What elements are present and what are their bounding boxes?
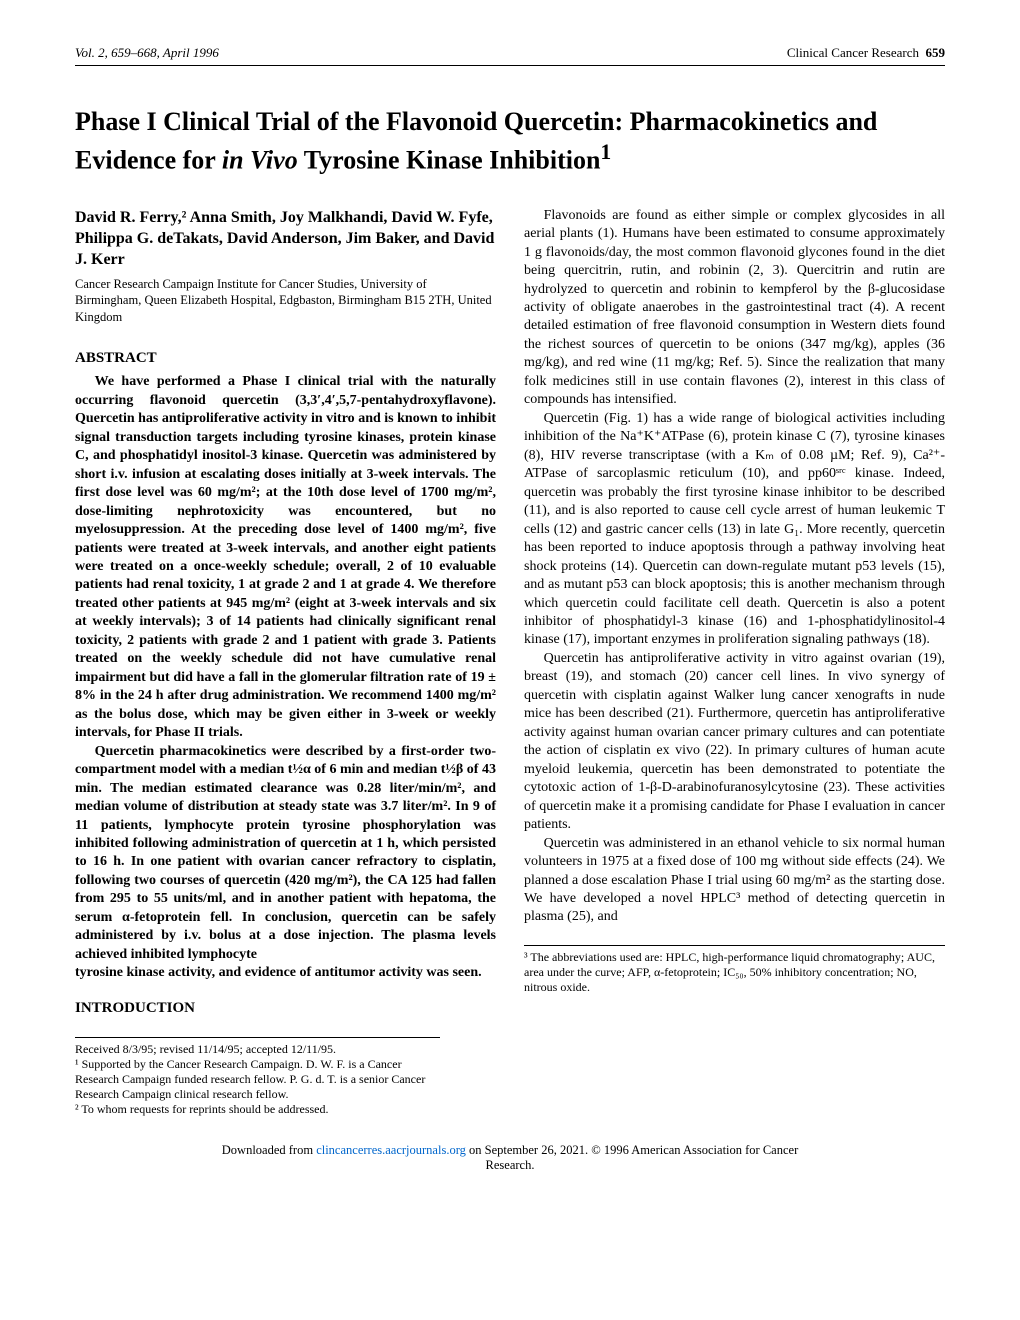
footnote-1: ¹ Supported by the Cancer Research Campa… [75, 1057, 440, 1102]
footnote-left: Received 8/3/95; revised 11/14/95; accep… [75, 1037, 440, 1117]
intro-p4: Quercetin was administered in an ethanol… [524, 835, 945, 927]
abstract-body: We have performed a Phase I clinical tri… [75, 373, 496, 964]
article-title: Phase I Clinical Trial of the Flavonoid … [75, 106, 945, 177]
footnote-right: ³ The abbreviations used are: HPLC, high… [524, 945, 945, 995]
download-link[interactable]: clincancerres.aacrjournals.org [316, 1143, 466, 1157]
introduction-body: Flavonoids are found as either simple or… [524, 207, 945, 927]
affiliation: Cancer Research Campaign Institute for C… [75, 276, 496, 326]
abstract-p2: Quercetin pharmacokinetics were describe… [75, 743, 496, 965]
header-right: Clinical Cancer Research 659 [787, 45, 945, 61]
running-header: Vol. 2, 659–668, April 1996 Clinical Can… [75, 45, 945, 66]
page-number: 659 [926, 45, 946, 60]
body-columns: David R. Ferry,² Anna Smith, Joy Malkhan… [75, 207, 945, 1019]
abstract-continuation: tyrosine kinase activity, and evidence o… [75, 964, 496, 982]
author-list: David R. Ferry,² Anna Smith, Joy Malkhan… [75, 207, 496, 270]
page: Vol. 2, 659–668, April 1996 Clinical Can… [0, 0, 1020, 1203]
abstract-p1: We have performed a Phase I clinical tri… [75, 373, 496, 742]
introduction-heading: INTRODUCTION [75, 999, 496, 1019]
intro-p1: Flavonoids are found as either simple or… [524, 207, 945, 410]
header-left: Vol. 2, 659–668, April 1996 [75, 45, 219, 61]
footnote-2: ² To whom requests for reprints should b… [75, 1102, 440, 1117]
footnote-3: ³ The abbreviations used are: HPLC, high… [524, 950, 945, 995]
intro-p3: Quercetin has antiproliferative activity… [524, 650, 945, 835]
received-line: Received 8/3/95; revised 11/14/95; accep… [75, 1042, 440, 1057]
abstract-heading: ABSTRACT [75, 349, 496, 369]
intro-p2: Quercetin (Fig. 1) has a wide range of b… [524, 410, 945, 650]
download-note: Downloaded from clincancerres.aacrjourna… [75, 1143, 945, 1173]
